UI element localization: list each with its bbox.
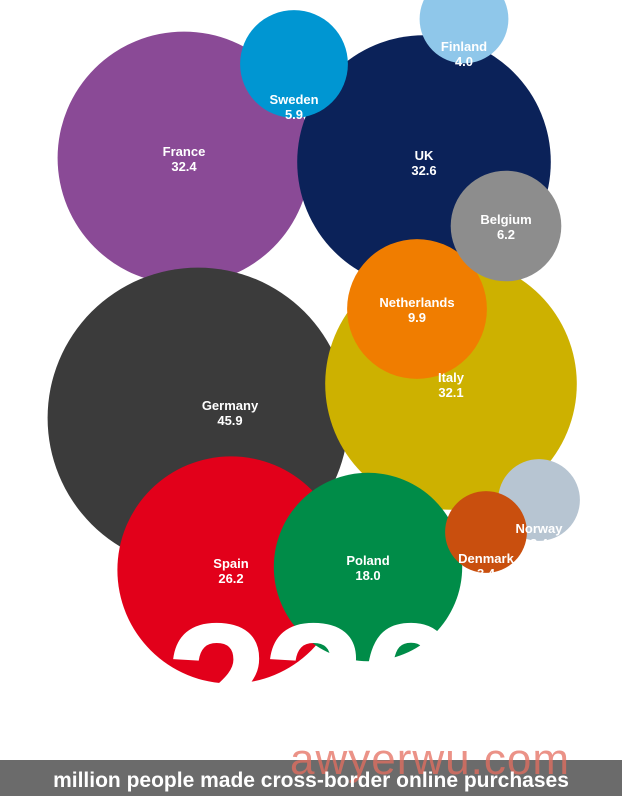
bubble-label-france: France — [163, 144, 206, 159]
bubble-sweden — [240, 10, 348, 118]
bubble-value-denmark: 3.4 — [477, 566, 496, 581]
bubble-label-germany: Germany — [202, 398, 259, 413]
bubble-label-sweden: Sweden — [269, 92, 318, 107]
bubble-label-belgium: Belgium — [480, 212, 531, 227]
watermark: awyerwu.com — [290, 735, 570, 784]
bubble-value-norway: 3.4 — [530, 536, 549, 551]
bubble-label-finland: Finland — [441, 39, 487, 54]
bubble-value-netherlands: 9.9 — [408, 310, 426, 325]
headline-number: 220 — [166, 586, 457, 792]
bubble-value-france: 32.4 — [171, 159, 197, 174]
bubble-value-uk: 32.6 — [411, 163, 436, 178]
bubble-label-norway: Norway — [516, 521, 564, 536]
bubble-value-poland: 18.0 — [355, 568, 380, 583]
bubble-label-uk: UK — [415, 148, 434, 163]
bubble-france — [57, 31, 311, 285]
headline-caption: million people made cross-border online … — [53, 769, 569, 792]
bubble-spain — [117, 456, 345, 684]
bubble-value-italy: 32.1 — [438, 385, 463, 400]
bubble-label-spain: Spain — [213, 556, 248, 571]
bubble-value-germany: 45.9 — [217, 413, 242, 428]
bubble-label-denmark: Denmark — [458, 551, 514, 566]
bubble-value-belgium: 6.2 — [497, 227, 515, 242]
caption-shade — [0, 760, 622, 796]
bubble-value-spain: 26.2 — [218, 571, 243, 586]
bubble-label-poland: Poland — [346, 553, 389, 568]
bubble-label-netherlands: Netherlands — [379, 295, 454, 310]
bubble-poland — [273, 472, 463, 662]
bubble-value-sweden: 5.9 — [285, 107, 303, 122]
bubble-value-finland: 4.0 — [455, 54, 473, 69]
bubble-belgium — [450, 170, 562, 282]
bubbles-group — [47, 0, 580, 684]
bubble-finland — [419, 0, 509, 64]
bubble-netherlands — [347, 239, 487, 379]
bubble-label-italy: Italy — [438, 370, 465, 385]
bubble-denmark — [445, 491, 527, 573]
